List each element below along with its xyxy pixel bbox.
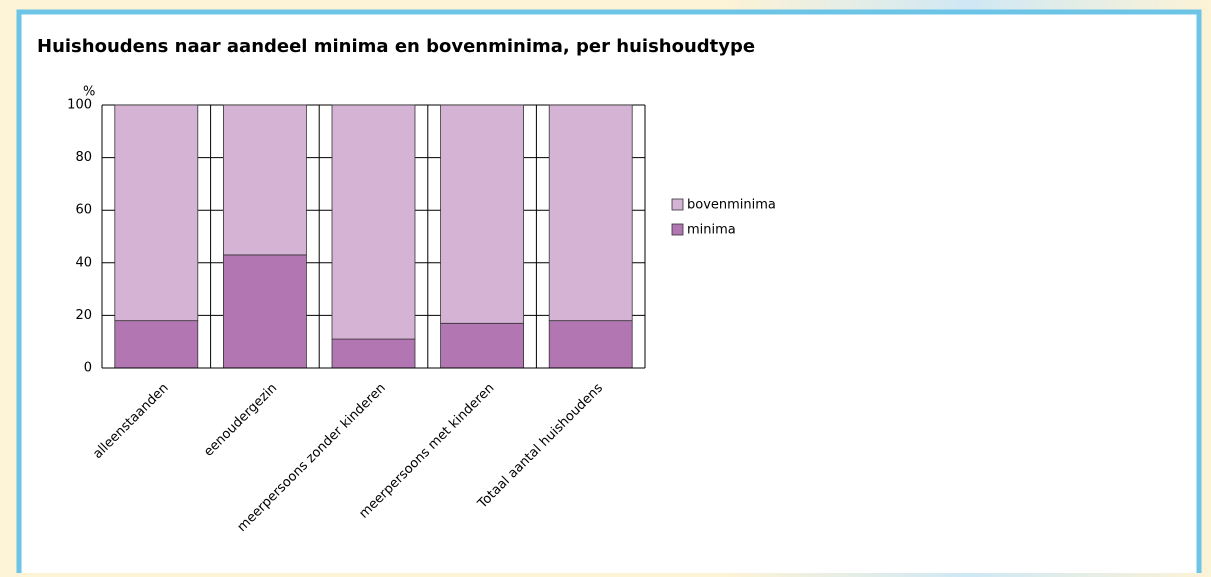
chart-title: Huishoudens naar aandeel minima en boven…: [37, 36, 755, 57]
y-tick-label: 20: [75, 308, 92, 323]
bar: [548, 320, 633, 369]
y-axis-label: %: [83, 85, 95, 100]
y-tick-label: 80: [75, 150, 92, 165]
legend-swatch: [671, 223, 684, 236]
legend-label: minima: [687, 223, 736, 238]
bar: [222, 104, 307, 256]
bar: [331, 338, 416, 369]
bar: [331, 104, 416, 340]
y-tick-label: 60: [75, 203, 92, 218]
y-tick-label: 0: [84, 361, 92, 376]
bar: [440, 322, 525, 369]
bar: [114, 320, 199, 369]
y-tick-label: 40: [75, 255, 92, 270]
y-tick-label: 100: [67, 98, 92, 113]
bar: [114, 104, 199, 322]
bar: [222, 254, 307, 369]
bar: [440, 104, 525, 324]
legend-label: bovenminima: [687, 198, 776, 213]
bar: [548, 104, 633, 322]
legend-swatch: [671, 198, 684, 211]
